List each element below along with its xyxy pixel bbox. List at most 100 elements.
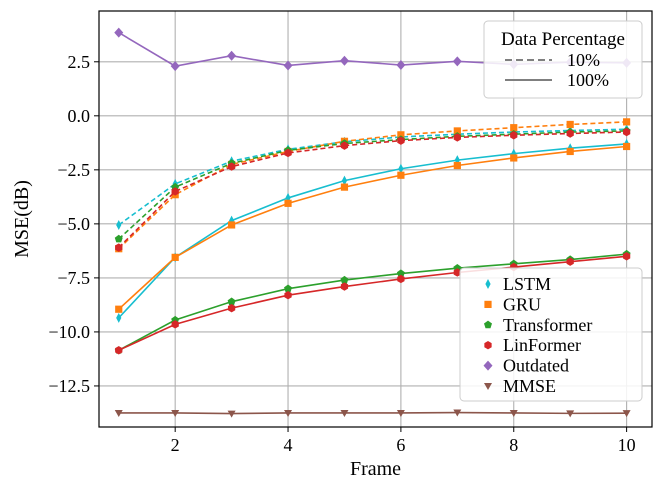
y-tick-label: −2.5: [57, 160, 90, 180]
data-point-linformer-10pct: [566, 129, 574, 138]
legend-label-gru: GRU: [503, 294, 541, 314]
plot-frame: [98, 10, 653, 428]
data-point-linformer-100pct: [171, 320, 179, 329]
y-tick-label: −12.5: [48, 376, 90, 396]
legend-marker-outdated: [483, 360, 493, 371]
data-point-linformer-10pct: [622, 127, 631, 137]
series-line-mmse-100pct: [118, 411, 627, 415]
data-point-gru-100pct: [453, 161, 461, 170]
data-point-linformer-10pct: [171, 187, 179, 196]
x-tick-label: 8: [509, 435, 518, 455]
data-point-mmse-100pct: [566, 410, 575, 418]
data-point-gru-100pct: [340, 183, 349, 191]
legend-box: [483, 20, 643, 99]
data-point-transformer-100pct: [227, 297, 236, 306]
data-point-linformer-100pct: [115, 346, 123, 355]
data-point-gru-10pct: [453, 127, 461, 135]
x-axis-title: Frame: [350, 458, 401, 480]
y-axis-title: MSE(dB): [11, 180, 33, 258]
data-point-gru-100pct: [623, 142, 631, 151]
legend-label-outdated: Outdated: [503, 356, 569, 376]
data-point-gru-100pct: [510, 154, 518, 162]
legend-label: 100%: [567, 70, 609, 90]
data-point-linformer-100pct: [397, 274, 405, 284]
legend-title: Data Percentage: [501, 29, 625, 50]
legend-marker-gru: [484, 300, 492, 308]
series-line-transformer-10pct: [118, 130, 627, 240]
data-point-transformer-100pct: [396, 269, 405, 277]
data-point-outdated-100pct: [339, 55, 349, 66]
data-point-mmse-100pct: [340, 409, 349, 417]
data-point-gru-100pct: [228, 221, 236, 229]
legend-marker-linformer: [484, 341, 492, 350]
data-point-outdated-100pct: [114, 27, 124, 38]
x-tick-label: 2: [171, 435, 180, 455]
data-point-outdated-100pct: [396, 60, 406, 71]
data-point-linformer-10pct: [227, 162, 236, 171]
legend-label-mmse: MMSE: [503, 376, 556, 396]
data-point-transformer-100pct: [340, 275, 349, 284]
data-point-linformer-100pct: [622, 252, 631, 261]
y-tick-label: 2.5: [68, 52, 91, 72]
data-point-gru-100pct: [566, 147, 574, 156]
series-line-gru-100pct: [118, 145, 627, 310]
y-tick-label: −5.0: [57, 214, 90, 234]
data-point-mmse-100pct: [453, 409, 462, 417]
data-point-lstm-100pct: [398, 163, 404, 174]
axes: 2 4 6 8 10 2.5 0.0 −2.5 −5.0 −7.5 −10.0 −12.5 Frame M…: [11, 10, 653, 480]
data-point-mmse-100pct: [622, 410, 631, 418]
data-point-linformer-100pct: [453, 268, 461, 277]
data-point-gru-10pct: [566, 120, 574, 129]
data-point-mmse-100pct: [171, 409, 180, 417]
y-tick-label: −7.5: [57, 268, 90, 288]
data-point-gru-10pct: [510, 124, 518, 132]
data-point-mmse-100pct: [114, 409, 123, 417]
y-tick-label: 0.0: [68, 106, 91, 126]
legend-label: 10%: [567, 50, 600, 70]
data-point-transformer-100pct: [284, 284, 293, 293]
x-tick-label: 6: [396, 435, 405, 455]
legend-label-lstm: LSTM: [503, 274, 551, 294]
y-tick-label: −10.0: [48, 322, 90, 342]
data-point-lstm-10pct: [116, 219, 122, 230]
data-point-gru-100pct: [115, 305, 123, 313]
data-point-linformer-10pct: [340, 141, 349, 150]
data-point-mmse-100pct: [284, 409, 293, 417]
x-tick-label: 10: [618, 435, 636, 455]
data-point-gru-10pct: [397, 131, 405, 139]
series-line-transformer-100pct: [118, 253, 627, 351]
data-point-linformer-100pct: [227, 303, 236, 313]
series-line-linformer-100pct: [118, 255, 627, 352]
x-tick-label: 4: [284, 435, 293, 455]
data-point-outdated-100pct: [452, 56, 462, 67]
data-point-transformer-10pct: [114, 234, 123, 243]
legend-marker-transformer: [484, 320, 492, 329]
data-point-mmse-100pct: [227, 410, 236, 418]
legend-marker-mmse: [484, 383, 492, 390]
data-point-linformer-10pct: [397, 136, 405, 145]
data-point-linformer-100pct: [340, 282, 349, 291]
data-point-gru-100pct: [284, 199, 292, 207]
legend-marker-lstm: [485, 279, 491, 289]
legend-label-transformer: Transformer: [503, 315, 592, 335]
data-point-linformer-10pct: [453, 133, 461, 142]
data-point-lstm-100pct: [116, 312, 122, 323]
data-point-linformer-10pct: [510, 131, 518, 140]
data-point-linformer-100pct: [284, 290, 292, 300]
data-point-gru-100pct: [397, 171, 405, 179]
legend-box: [459, 267, 643, 402]
data-point-mmse-100pct: [509, 409, 518, 417]
series-lines: [114, 27, 632, 418]
data-point-gru-10pct: [623, 118, 631, 126]
data-point-linformer-10pct: [115, 243, 123, 252]
data-point-mmse-100pct: [396, 409, 405, 417]
series-line-lstm-100pct: [118, 143, 627, 319]
data-point-outdated-100pct: [170, 61, 180, 72]
data-point-lstm-100pct: [341, 175, 348, 186]
data-point-outdated-100pct: [227, 50, 237, 61]
